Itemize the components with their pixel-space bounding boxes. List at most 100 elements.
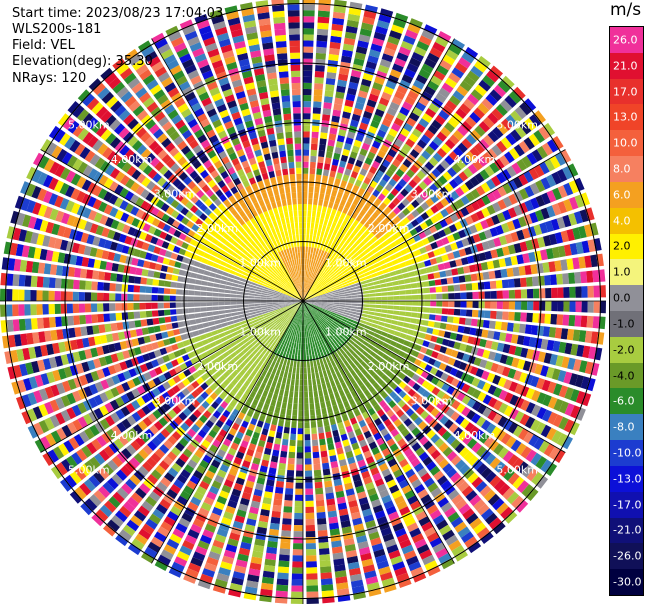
velocity-gate — [282, 432, 290, 440]
velocity-gate — [258, 267, 265, 273]
velocity-gate — [293, 113, 301, 120]
velocity-gate — [368, 377, 376, 385]
velocity-gate — [309, 173, 315, 181]
velocity-gate — [261, 348, 268, 355]
velocity-gate — [350, 170, 359, 179]
velocity-gate — [297, 204, 302, 211]
velocity-gate — [327, 299, 334, 301]
velocity-gate — [231, 408, 240, 417]
velocity-gate — [276, 284, 283, 289]
velocity-gate — [406, 203, 415, 212]
velocity-gate — [349, 203, 357, 212]
velocity-gate — [310, 259, 314, 266]
velocity-gate — [271, 102, 281, 110]
velocity-gate — [305, 343, 309, 350]
velocity-gate — [260, 240, 266, 248]
velocity-gate — [285, 320, 290, 327]
velocity-gate — [238, 281, 246, 286]
velocity-gate — [261, 290, 268, 294]
velocity-gate — [305, 324, 308, 332]
velocity-gate — [432, 232, 441, 241]
velocity-gate — [294, 500, 303, 507]
velocity-gate — [292, 323, 296, 330]
velocity-gate — [207, 336, 215, 343]
velocity-gate — [249, 337, 256, 343]
velocity-gate — [200, 244, 208, 252]
velocity-gate — [304, 397, 309, 404]
velocity-gate — [157, 302, 164, 309]
velocity-gate — [397, 279, 405, 285]
velocity-gate — [403, 353, 411, 361]
velocity-gate — [327, 59, 338, 68]
velocity-gate — [356, 356, 363, 364]
velocity-gate — [211, 184, 220, 193]
velocity-gate — [286, 328, 291, 335]
velocity-gate — [321, 456, 329, 464]
velocity-gate — [490, 310, 497, 319]
velocity-gate — [545, 288, 552, 299]
velocity-gate — [352, 198, 360, 206]
velocity-gate — [290, 329, 294, 336]
velocity-gate — [182, 378, 191, 387]
velocity-gate — [363, 236, 370, 244]
velocity-gate — [353, 409, 361, 417]
velocity-gate — [327, 341, 333, 348]
velocity-gate — [293, 271, 297, 278]
velocity-gate — [360, 225, 367, 233]
velocity-gate — [420, 268, 428, 275]
velocity-gate — [350, 311, 357, 315]
velocity-gate — [326, 304, 333, 307]
velocity-gate — [264, 223, 271, 231]
velocity-gate — [396, 229, 404, 238]
velocity-gate — [261, 355, 267, 362]
velocity-gate — [336, 397, 343, 405]
velocity-gate — [296, 367, 300, 374]
velocity-gate — [133, 311, 141, 319]
velocity-gate — [72, 291, 79, 301]
velocity-gate — [338, 376, 345, 384]
velocity-gate — [336, 325, 343, 332]
velocity-gate — [334, 378, 340, 386]
velocity-gate — [333, 365, 339, 373]
velocity-gate — [182, 289, 189, 295]
velocity-gate — [380, 391, 389, 399]
velocity-gate — [442, 355, 451, 364]
velocity-gate — [339, 240, 345, 247]
velocity-gate — [272, 298, 279, 300]
velocity-gate — [327, 510, 338, 518]
velocity-gate — [319, 138, 327, 146]
velocity-gate — [290, 58, 301, 65]
velocity-gate — [288, 341, 292, 348]
velocity-gate — [323, 419, 330, 427]
velocity-gate — [232, 395, 241, 403]
velocity-gate — [447, 285, 455, 292]
velocity-gate — [352, 252, 359, 259]
velocity-gate — [337, 310, 344, 314]
velocity-gate — [294, 318, 298, 325]
velocity-gate — [336, 285, 344, 290]
velocity-gate — [266, 127, 275, 135]
velocity-gate — [306, 291, 311, 297]
velocity-gate — [361, 368, 368, 376]
velocity-gate — [230, 301, 237, 305]
velocity-gate — [296, 452, 303, 459]
velocity-gate — [323, 313, 330, 318]
velocity-gate — [226, 277, 234, 283]
velocity-gate — [294, 259, 297, 266]
velocity-gate — [208, 321, 216, 327]
velocity-gate — [362, 411, 370, 420]
velocity-gate — [212, 216, 221, 224]
velocity-gate — [438, 246, 447, 255]
velocity-gate — [284, 230, 289, 237]
velocity-gate — [310, 323, 314, 330]
velocity-gate — [508, 301, 516, 310]
velocity-gate — [315, 180, 321, 188]
velocity-gate — [331, 331, 338, 337]
velocity-gate — [322, 175, 328, 183]
velocity-gate — [280, 250, 286, 257]
velocity-gate — [334, 197, 341, 205]
velocity-gate — [281, 345, 286, 352]
velocity-gate — [274, 310, 281, 314]
velocity-gate — [273, 278, 280, 284]
velocity-gate — [393, 290, 400, 296]
